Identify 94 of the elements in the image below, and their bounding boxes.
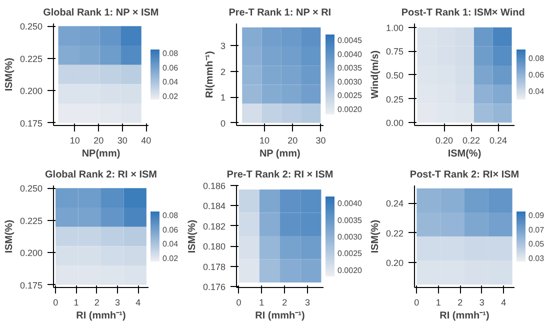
x-axis-title: NP(mm) <box>82 148 120 160</box>
x-tick-label: 30 <box>316 136 326 146</box>
y-tick-label: 0.22 <box>386 228 404 238</box>
y-tick-label: 0.176 <box>202 282 226 292</box>
chart-title: Pre-T Rank 2: RI × ISM <box>226 170 334 180</box>
y-tick-label: 0.175 <box>20 280 43 290</box>
chart-title: Post-T Rank 1: ISM× Wind <box>401 8 525 18</box>
y-axis-title: RI(mmh⁻¹) <box>204 51 216 98</box>
x-tick-label: 20 <box>94 136 104 146</box>
y-axis-title: ISM(%) <box>4 58 15 92</box>
x-axis-title: RI (mmh⁻¹) <box>255 310 305 322</box>
x-tick-label: 2 <box>94 298 100 308</box>
x-tick-label: 3 <box>115 298 120 308</box>
y-tick-label: 0.50 <box>386 70 404 80</box>
y-tick-label: 0.25 <box>386 94 404 104</box>
x-tick-label: 2 <box>458 298 463 308</box>
x-tick-label: 0 <box>236 298 242 308</box>
y-tick-label: 2 <box>220 66 226 77</box>
color-bar-label: 0.0035 <box>338 216 363 225</box>
y-tick-label: 0.250 <box>20 22 43 32</box>
y-tick-label: 3 <box>220 40 226 51</box>
y-tick-label: 0.75 <box>386 46 404 57</box>
x-tick-label: 4 <box>136 298 141 308</box>
color-bar-label: 0.0035 <box>338 64 363 73</box>
color-bar-label: 0.0020 <box>338 266 363 275</box>
x-axis-title: ISM(%) <box>448 148 482 160</box>
color-bar-label: 0.02 <box>162 254 179 263</box>
color-bar-label: 0.0045 <box>338 36 363 46</box>
x-tick-label: 3 <box>304 298 310 308</box>
y-tick-label: 1.00 <box>386 22 404 33</box>
y-axis-title: ISM(%) <box>186 220 198 254</box>
chart-title: Pre-T Rank 1: NP × RI <box>228 8 332 18</box>
chart-title: Global Rank 2: RI × ISM <box>45 170 157 180</box>
color-bar-label: 0.04 <box>528 87 545 96</box>
color-bar-label: 0.08 <box>162 49 179 58</box>
x-tick-label: 40 <box>141 136 152 146</box>
x-tick-label: 0 <box>414 298 420 308</box>
color-bar-label: 0.06 <box>162 63 179 72</box>
chart-title: Post-T Rank 2: RI× ISM <box>410 170 520 180</box>
y-tick-label: 0.180 <box>202 242 226 252</box>
color-bar-label: 0.0025 <box>338 249 363 258</box>
y-tick-label: 0.225 <box>20 216 43 226</box>
color-bar-label: 0.0025 <box>338 91 363 100</box>
y-axis-title: ISM(%) <box>370 220 381 254</box>
x-tick-label: 10 <box>260 136 270 146</box>
x-tick-label: 0.24 <box>490 136 508 146</box>
color-bar-label: 0.04 <box>162 240 179 249</box>
chart-title: Global Rank 1: NP × ISM <box>43 8 159 18</box>
color-bar-label: 0.0040 <box>338 199 363 208</box>
y-tick-label: 0.182 <box>202 221 226 232</box>
color-bar-label: 0.09 <box>528 211 545 220</box>
color-bar-label: 0.06 <box>528 70 545 80</box>
x-tick-label: 4 <box>501 298 506 308</box>
y-tick-label: 0.186 <box>202 181 226 191</box>
x-axis-title: RI (mmh⁻¹) <box>440 310 490 322</box>
x-tick-label: 0.20 <box>435 136 454 146</box>
color-bar-label: 0.04 <box>162 78 179 87</box>
color-bar-label: 0.0040 <box>338 50 363 59</box>
x-tick-label: 1 <box>259 298 264 308</box>
color-bar-label: 0.06 <box>162 225 179 234</box>
y-tick-label: 0.250 <box>20 184 43 194</box>
y-tick-label: 0.20 <box>386 258 404 268</box>
x-tick-label: 0 <box>53 298 58 308</box>
y-tick-label: 0.178 <box>202 262 226 272</box>
y-tick-label: 1 <box>220 92 226 103</box>
x-axis-title: RI (mmh⁻¹) <box>76 310 126 322</box>
color-bar-label: 0.02 <box>162 92 179 101</box>
y-axis-title: Wind(m/s) <box>370 50 381 99</box>
x-tick-label: 0.22 <box>462 136 480 146</box>
color-bar-label: 0.08 <box>528 54 545 63</box>
color-bar-label: 0.0030 <box>338 77 363 86</box>
color-bar-label: 0.07 <box>528 225 545 234</box>
y-axis-title: ISM(%) <box>4 220 15 254</box>
x-tick-label: 10 <box>70 136 80 146</box>
x-tick-label: 30 <box>117 136 128 146</box>
x-tick-label: 2 <box>282 298 288 308</box>
y-tick-label: 0.184 <box>202 201 226 212</box>
y-tick-label: 0 <box>220 118 226 128</box>
color-bar-label: 0.0020 <box>338 104 363 114</box>
y-tick-label: 0.200 <box>20 86 43 96</box>
x-tick-label: 1 <box>74 298 79 308</box>
color-bar-label: 0.05 <box>528 240 545 249</box>
y-tick-label: 0.175 <box>20 118 43 128</box>
x-tick-label: 3 <box>479 298 484 308</box>
x-tick-label: 1 <box>436 298 441 308</box>
y-tick-label: 0.24 <box>386 198 404 209</box>
x-axis-title: NP (mm) <box>259 148 300 160</box>
y-tick-label: 0.00 <box>386 118 404 128</box>
color-bar-label: 0.08 <box>162 211 179 220</box>
color-bar-label: 0.03 <box>528 254 545 263</box>
x-tick-label: 20 <box>288 136 298 146</box>
y-tick-label: 0.225 <box>20 54 43 64</box>
y-tick-label: 0.200 <box>20 248 43 258</box>
color-bar-label: 0.0030 <box>338 232 363 242</box>
